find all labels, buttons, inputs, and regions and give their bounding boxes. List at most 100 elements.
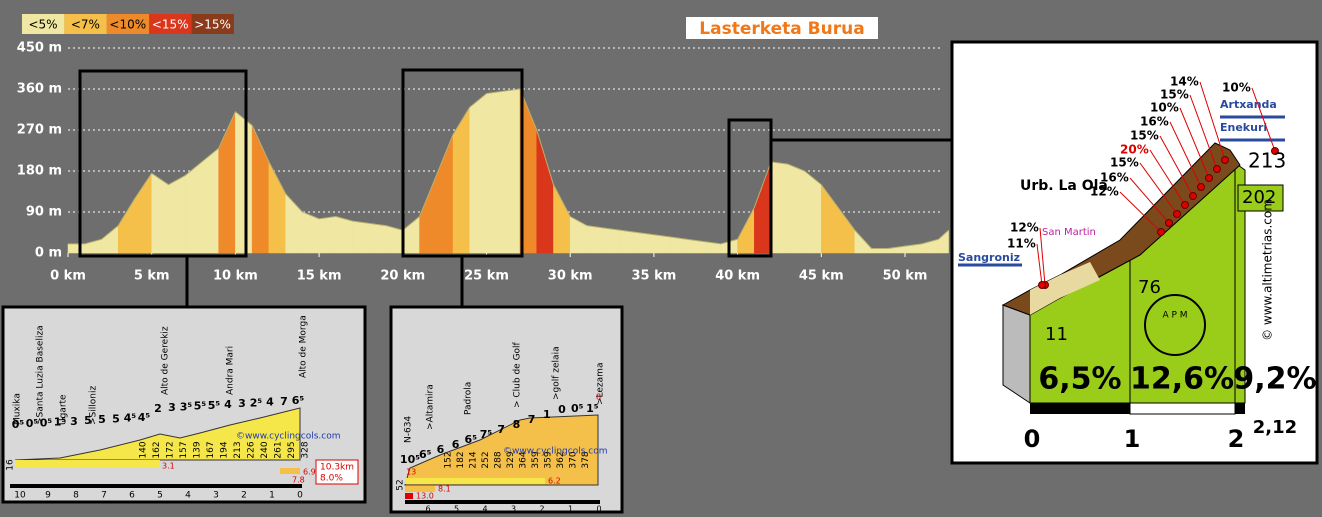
height-label: 194: [220, 441, 230, 458]
gradient-segment: [787, 163, 805, 254]
gradient-segment: [603, 227, 621, 254]
gradient-segment: [469, 93, 487, 254]
profile: [14, 407, 301, 461]
legend-swatch: [22, 14, 65, 34]
gradient-label: 0: [558, 403, 566, 416]
y-tick-label: 180 m: [17, 164, 62, 179]
bar: [15, 460, 160, 468]
percent-label: 16%: [1100, 171, 1129, 185]
leader: [1149, 149, 1186, 206]
gradient-segment: [586, 225, 604, 254]
profile: <5% <7% <10% <15% >15% 0 m 90 m 180 m 270 m 360 m…: [17, 14, 949, 284]
place-label: Muxika: [13, 393, 23, 425]
height-label: 295: [287, 441, 297, 458]
percent-label: 15%: [1110, 156, 1139, 170]
legend-swatch: [149, 14, 192, 34]
x-tick-label: 25 km: [464, 269, 509, 284]
height-label: 52: [396, 479, 406, 490]
place-label: > Club de Golf: [513, 341, 523, 408]
height-label: 162: [152, 441, 162, 458]
place-label: >Santa Luzia Baseliza: [36, 325, 46, 425]
x-tick-label: 30 km: [548, 269, 593, 284]
km-label: 2: [1228, 425, 1245, 453]
section-label: 12,6%: [1130, 362, 1234, 397]
summary: 8.0%: [320, 474, 343, 484]
leader: [1179, 107, 1210, 179]
section-label: 9,2%: [1233, 362, 1316, 397]
bar: [405, 486, 435, 492]
legend-swatch: [64, 14, 107, 34]
logo: [1144, 294, 1206, 356]
x-tick-label: 35 km: [631, 269, 676, 284]
y-tick-label: 270 m: [17, 123, 62, 138]
gradient-label: 7: [497, 423, 505, 436]
credit: ©www.cyclingcols.com: [503, 447, 607, 457]
y-tick-label: 90 m: [26, 205, 62, 220]
gradient-label: 6⁵: [465, 433, 478, 446]
km-label: 3: [213, 491, 219, 501]
gradient-label: 3: [70, 415, 78, 428]
profile: [404, 414, 599, 486]
height-label: 157: [179, 441, 189, 458]
gradient-label: 0⁵: [12, 418, 25, 431]
height-label: 364: [519, 451, 529, 468]
km-label: 5: [157, 491, 163, 501]
credit: ©www.cyclingcols.com: [236, 432, 340, 442]
leader: [1169, 121, 1202, 188]
gradient-label: 4: [266, 396, 274, 409]
height-label: 167: [206, 441, 216, 458]
height-label: 359: [544, 451, 554, 468]
y-tick-label: 0 m: [35, 246, 62, 261]
gradient-label: 8: [513, 418, 521, 431]
km-label: 2,12: [1253, 417, 1297, 438]
point: [1181, 201, 1189, 209]
leader: [1189, 94, 1218, 170]
point: [1197, 183, 1205, 191]
gradient-segment: [168, 175, 186, 254]
legend-swatch: [191, 14, 234, 34]
height-label: 226: [247, 441, 257, 458]
y-tick-label: 360 m: [17, 82, 62, 97]
max-mark: 8: [596, 393, 601, 402]
height-label: 140: [139, 441, 149, 458]
height-label: 213: [233, 441, 243, 458]
leader: [1251, 87, 1276, 152]
km-label: 6: [129, 491, 135, 501]
percent-label: 10%: [1222, 81, 1251, 95]
gradient-segment: [653, 234, 671, 254]
point: [1213, 165, 1221, 173]
gradient-label: 0⁵: [571, 402, 584, 415]
height-label: 378: [581, 451, 591, 468]
point: [1221, 156, 1229, 164]
morga-labels: Muxika >Santa Luzia Baseliza Ugarte >Sillon…: [6, 315, 355, 500]
bar: [280, 468, 300, 474]
point: [1205, 174, 1213, 182]
gradient-label: 6: [452, 438, 460, 451]
percent-label: 10%: [1150, 101, 1179, 115]
height-label: 329: [506, 451, 516, 468]
place-label: Alto de Gerekiz: [161, 326, 171, 395]
leader: [1039, 227, 1046, 286]
km-axis: [10, 484, 302, 488]
x-tick-label: 50 km: [883, 269, 928, 284]
mark-label: 7.8: [292, 476, 305, 485]
gradient-label: 7: [528, 413, 536, 426]
x-tick-label: 40 km: [715, 269, 760, 284]
gradient-segment: [67, 243, 85, 254]
place-label: Padrola: [464, 382, 474, 415]
mark-label: 6.9: [303, 468, 316, 477]
gradient-label: 7⁵: [480, 428, 493, 441]
percent-label: 12%: [1090, 185, 1119, 199]
km-label: 1: [1124, 425, 1141, 453]
place-label: Urb. La Ola: [1020, 178, 1108, 194]
label-box: [1237, 184, 1284, 212]
gradient-label: 0⁵: [40, 416, 53, 429]
leader: [1199, 81, 1226, 161]
km-label: 0: [596, 505, 601, 514]
gradient-label: 2⁵: [250, 396, 263, 409]
gradient-segment: [184, 161, 203, 254]
legend-label: <7%: [71, 18, 100, 32]
height-label: 11: [1045, 324, 1068, 345]
summary-box: [315, 459, 359, 485]
